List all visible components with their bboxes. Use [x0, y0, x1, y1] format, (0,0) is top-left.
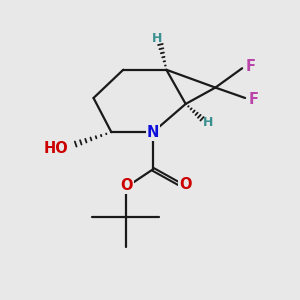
- Text: HO: HO: [44, 141, 69, 156]
- Text: F: F: [248, 92, 258, 107]
- Text: H: H: [152, 32, 163, 45]
- Text: O: O: [120, 178, 133, 193]
- Text: O: O: [179, 177, 191, 192]
- Text: H: H: [203, 116, 214, 129]
- Text: N: N: [147, 125, 159, 140]
- Text: F: F: [245, 59, 256, 74]
